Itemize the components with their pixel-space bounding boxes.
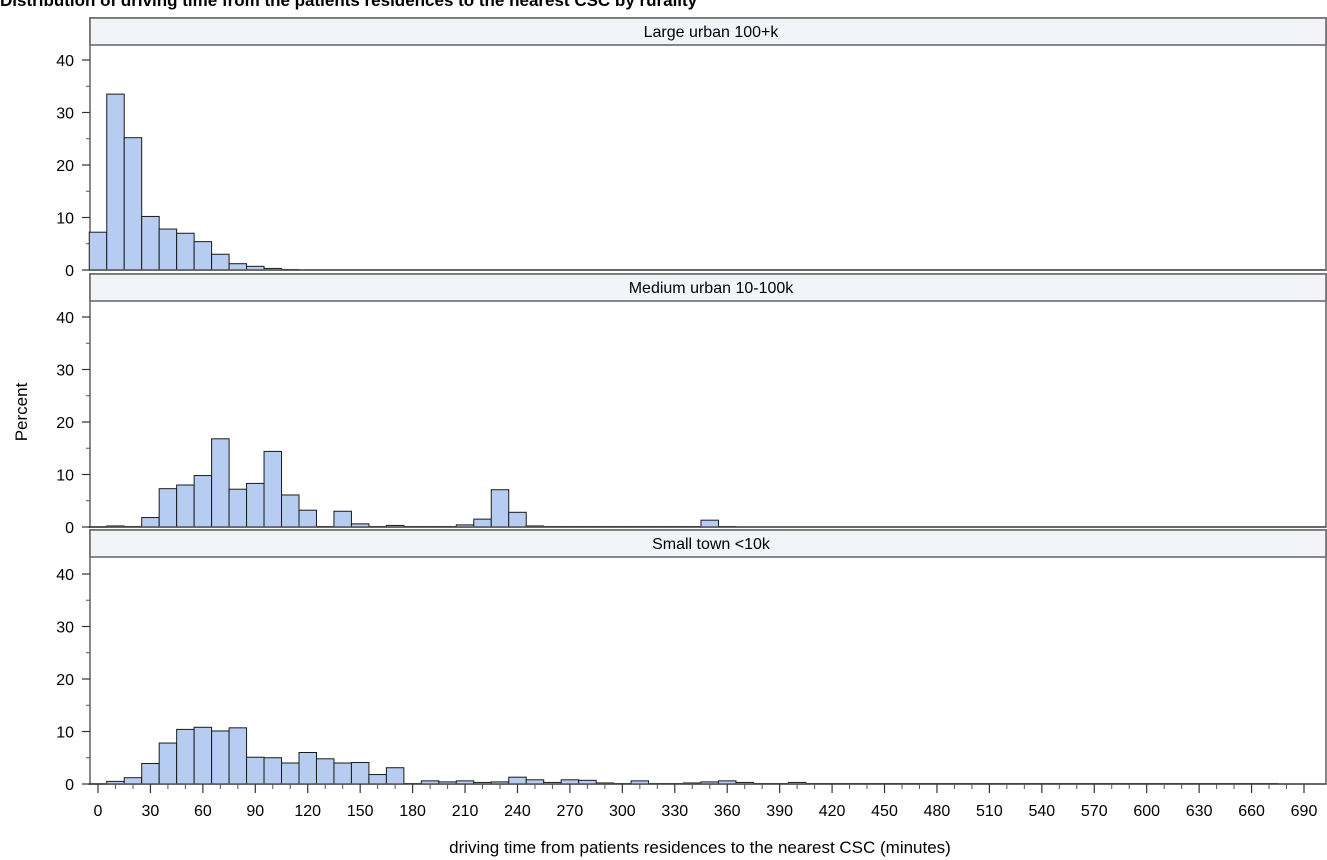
histogram-bar <box>508 776 527 785</box>
histogram-bar <box>141 517 160 528</box>
histogram-bar <box>228 263 248 271</box>
histogram-bar <box>211 730 230 785</box>
x-tick-label: 570 <box>1081 803 1108 820</box>
y-tick-label: 10 <box>56 725 74 742</box>
histogram-bar <box>490 489 510 528</box>
y-tick-label: 40 <box>56 310 74 327</box>
y-tick-label: 40 <box>56 567 74 584</box>
x-tick-label: 420 <box>819 803 846 820</box>
histogram-bar <box>158 742 178 785</box>
panel-3: Small town <10k 0 10 20 30 40 <box>56 529 1327 794</box>
x-tick-label: 630 <box>1186 803 1213 820</box>
panel-label: Small town <10k <box>652 536 771 553</box>
panel-2: Medium urban 10-100k 0 10 20 30 40 <box>56 273 1327 537</box>
histogram-bar <box>123 137 143 271</box>
chart-title: Distribution of driving time from the pa… <box>0 0 698 10</box>
histogram-bar <box>211 253 230 271</box>
histogram-bar <box>263 450 283 528</box>
x-tick-label: 60 <box>194 803 212 820</box>
x-tick-label: 660 <box>1238 803 1265 820</box>
x-tick-label: 240 <box>504 803 531 820</box>
x-tick-label: 300 <box>609 803 636 820</box>
histogram-bar <box>333 762 352 785</box>
x-tick-label: 0 <box>94 803 103 820</box>
histogram-bar <box>176 484 195 528</box>
histogram-bar <box>385 767 405 785</box>
x-tick-label: 540 <box>1028 803 1055 820</box>
x-tick-label: 150 <box>347 803 374 820</box>
panel-frame <box>89 529 1327 785</box>
histogram-bar <box>333 510 352 528</box>
histogram-bar <box>211 438 230 528</box>
histogram-bar <box>193 475 213 528</box>
x-axis-label: driving time from patients residences to… <box>449 838 951 857</box>
panel-strip <box>89 273 1327 302</box>
x-tick-label: 690 <box>1291 803 1318 820</box>
x-tick-label: 330 <box>661 803 688 820</box>
histogram-bar <box>700 519 719 528</box>
x-tick-label: 210 <box>452 803 479 820</box>
histogram-bar <box>298 752 317 785</box>
histogram-bar <box>246 482 265 528</box>
y-axis-label: Percent <box>12 382 31 441</box>
histogram-bar <box>281 762 300 785</box>
histogram-bar <box>88 231 108 271</box>
x-tick-label: 450 <box>871 803 898 820</box>
histogram-bar <box>228 727 248 785</box>
histogram-bar <box>298 509 317 528</box>
histogram-bar <box>315 758 335 785</box>
panel-1: Large urban 100+k 0 10 20 30 40 <box>56 17 1327 280</box>
histogram-bar <box>158 488 178 528</box>
histogram-bar <box>368 774 387 785</box>
y-tick-label: 20 <box>56 158 74 175</box>
x-tick-label: 510 <box>976 803 1003 820</box>
histogram-bar <box>281 494 300 528</box>
histogram-bar <box>176 232 195 271</box>
y-tick-label: 0 <box>65 777 74 794</box>
histogram-bar <box>473 518 492 528</box>
x-tick-label: 390 <box>766 803 793 820</box>
x-tick-label: 480 <box>924 803 951 820</box>
y-tick-label: 0 <box>65 263 74 280</box>
x-tick-label: 360 <box>714 803 741 820</box>
x-tick-label: 180 <box>399 803 426 820</box>
panel-strip <box>89 529 1327 558</box>
y-tick-label: 10 <box>56 468 74 485</box>
y-tick-label: 0 <box>65 520 74 537</box>
x-tick-label: 120 <box>294 803 321 820</box>
histogram-bar <box>263 757 283 785</box>
x-tick-label: 30 <box>142 803 160 820</box>
panel-label: Medium urban 10-100k <box>629 280 795 297</box>
x-tick-label: 90 <box>246 803 264 820</box>
panel-strip <box>89 17 1327 46</box>
histogram-bar <box>123 777 143 785</box>
y-tick-label: 30 <box>56 363 74 380</box>
y-tick-label: 20 <box>56 672 74 689</box>
histogram-bar <box>350 761 370 785</box>
histogram-bar <box>141 215 160 271</box>
histogram-bar <box>193 241 213 271</box>
y-tick-label: 10 <box>56 211 74 228</box>
y-tick-label: 20 <box>56 415 74 432</box>
panel-label: Large urban 100+k <box>644 24 780 41</box>
histogram-bar <box>193 726 213 785</box>
histogram-bar <box>141 763 160 785</box>
panel-frame <box>89 17 1327 271</box>
histogram-bar <box>246 756 265 785</box>
panel-frame <box>89 273 1327 528</box>
histogram-bar <box>228 488 248 528</box>
y-tick-label: 30 <box>56 620 74 637</box>
y-tick-label: 40 <box>56 53 74 70</box>
histogram-bar <box>106 93 125 271</box>
y-tick-label: 30 <box>56 106 74 123</box>
histogram-bar <box>158 228 178 271</box>
x-tick-label: 600 <box>1133 803 1160 820</box>
histogram-bar <box>176 728 195 785</box>
x-tick-label: 270 <box>557 803 584 820</box>
histogram-bar <box>508 511 527 528</box>
